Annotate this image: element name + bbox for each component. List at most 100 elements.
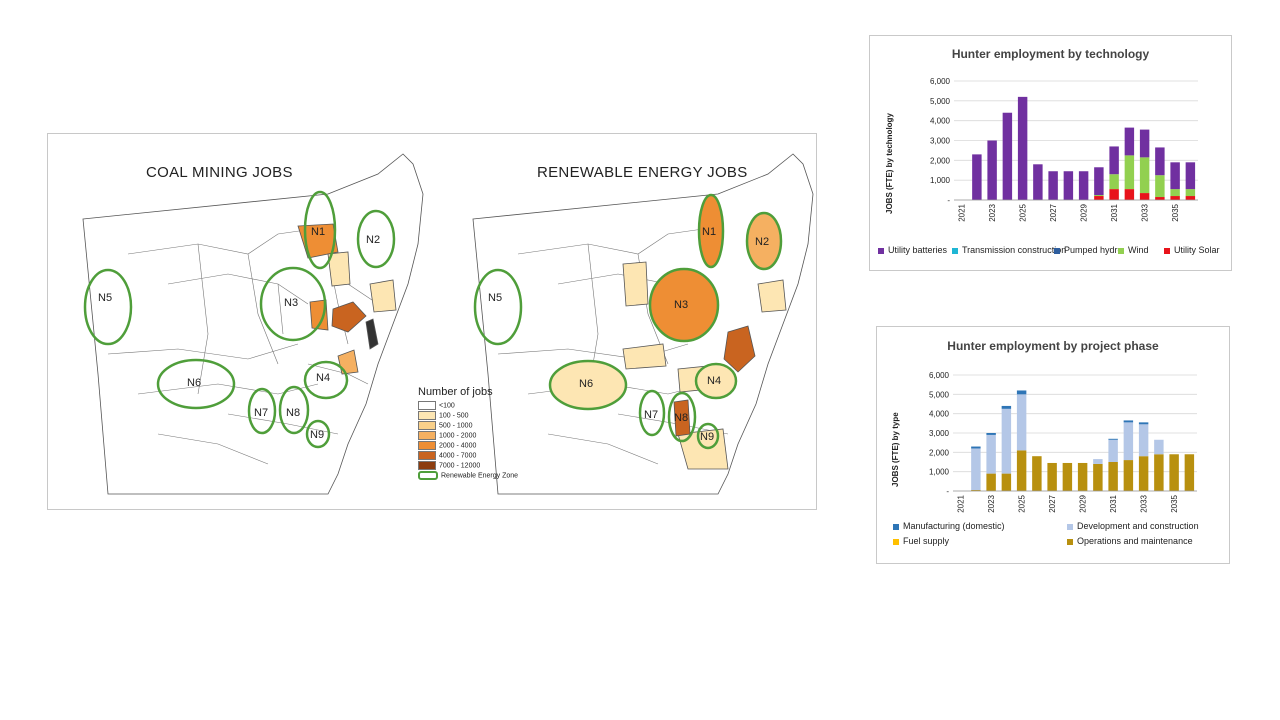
map-legend-swatch bbox=[418, 421, 436, 430]
coal-zone-n7 bbox=[247, 387, 277, 435]
map-legend-item: <100 bbox=[418, 401, 518, 411]
map-legend-label: 100 - 500 bbox=[439, 412, 469, 420]
renewable-region-coast bbox=[723, 325, 756, 373]
y-tick-label: 4,000 bbox=[930, 117, 951, 126]
coal-region-light1 bbox=[369, 279, 397, 313]
bar-segment bbox=[1154, 454, 1164, 491]
bar-segment bbox=[1093, 459, 1103, 464]
map-legend-label: 7000 - 12000 bbox=[439, 462, 481, 470]
x-tick-label: 2023 bbox=[987, 494, 996, 512]
x-tick-label: 2031 bbox=[1109, 494, 1118, 512]
map-legend-item: 2000 - 4000 bbox=[418, 441, 518, 451]
legend-item: Utility Solar bbox=[1164, 245, 1220, 255]
coal-region-coast bbox=[365, 318, 379, 350]
y-tick-label: - bbox=[946, 487, 949, 496]
phase-chart-title: Hunter employment by project phase bbox=[947, 339, 1159, 353]
coal-zone-label: N5 bbox=[98, 292, 112, 304]
coal-state-outline bbox=[82, 153, 424, 495]
coal-zone-n9 bbox=[305, 419, 331, 449]
renewable-zone-n3 bbox=[648, 267, 720, 343]
coal-map bbox=[82, 153, 424, 495]
bar-segment bbox=[1109, 146, 1119, 175]
renewable-map-title: RENEWABLE ENERGY JOBS bbox=[537, 164, 748, 181]
bar-segment bbox=[1184, 454, 1195, 491]
map-legend-swatch bbox=[418, 451, 436, 460]
bar-segment bbox=[1155, 175, 1165, 198]
legend-label: Operations and maintenance bbox=[1077, 536, 1193, 546]
bar-segment bbox=[1048, 171, 1058, 200]
x-tick-label: 2031 bbox=[1110, 203, 1119, 221]
bar-segment bbox=[1185, 162, 1196, 190]
y-tick-label: 5,000 bbox=[929, 390, 950, 399]
legend-swatch bbox=[1067, 538, 1073, 545]
coal-zone-n3 bbox=[259, 266, 327, 342]
bar-segment bbox=[987, 140, 997, 200]
coal-region-mid bbox=[331, 301, 367, 333]
renewable-zone-n7 bbox=[638, 389, 666, 437]
renewable-zone-label: N7 bbox=[644, 409, 658, 421]
renewable-zone-n2 bbox=[745, 211, 783, 271]
bar-segment bbox=[1032, 456, 1042, 491]
bar-segment bbox=[986, 433, 996, 435]
bar-segment bbox=[1047, 462, 1057, 491]
x-tick-label: 2027 bbox=[1048, 494, 1057, 512]
bar-segment bbox=[1077, 462, 1088, 491]
x-tick-label: 2029 bbox=[1079, 494, 1088, 512]
bar-segment bbox=[1169, 454, 1179, 491]
legend-swatch bbox=[893, 538, 899, 545]
bar-segment bbox=[1138, 422, 1149, 425]
coal-zone-n5 bbox=[83, 268, 133, 346]
legend-swatch bbox=[1118, 247, 1124, 254]
bar-segment bbox=[1108, 462, 1118, 491]
legend-item: Fuel supply bbox=[893, 536, 949, 546]
coal-zone-label: N7 bbox=[254, 407, 268, 419]
x-tick-label: 2023 bbox=[988, 203, 997, 221]
map-legend-swatch bbox=[418, 471, 438, 480]
bar-segment bbox=[1124, 189, 1135, 200]
renewable-zone-label: N8 bbox=[674, 412, 688, 424]
coal-zone-label: N1 bbox=[311, 226, 325, 238]
bar-segment bbox=[1155, 197, 1165, 200]
x-tick-label: 2035 bbox=[1170, 494, 1179, 512]
bar-segment bbox=[1138, 424, 1149, 457]
x-tick-label: 2021 bbox=[957, 494, 966, 512]
bar-segment bbox=[1185, 189, 1196, 197]
renewable-map bbox=[472, 153, 814, 495]
map-legend-label: 4000 - 7000 bbox=[439, 452, 477, 460]
renewable-zone-label: N5 bbox=[488, 292, 502, 304]
y-tick-label: 3,000 bbox=[930, 137, 951, 146]
y-tick-label: 2,000 bbox=[929, 448, 950, 457]
renewable-zone-n1 bbox=[697, 193, 725, 269]
bar-segment bbox=[1094, 167, 1104, 196]
x-tick-label: 2021 bbox=[958, 203, 967, 221]
jobs-map-panel: N1 N2 N3 N4 N5 N6 N7 N8 N9 bbox=[47, 133, 817, 510]
renewable-state-outline bbox=[472, 153, 814, 495]
legend-label: Fuel supply bbox=[903, 536, 950, 546]
legend-swatch bbox=[1164, 247, 1170, 254]
bar-segment bbox=[971, 448, 981, 491]
bar-segment bbox=[1170, 189, 1180, 197]
map-legend-swatch bbox=[418, 431, 436, 440]
map-legend-label: Renewable Energy Zone bbox=[441, 472, 519, 480]
coal-zone-label: N8 bbox=[286, 407, 300, 419]
bar-segment bbox=[1017, 96, 1028, 200]
map-legend-item: 100 - 500 bbox=[418, 411, 518, 421]
bar-segment bbox=[1123, 460, 1134, 491]
legend-swatch bbox=[952, 247, 958, 254]
legend-item: Wind bbox=[1118, 245, 1149, 255]
bar-segment bbox=[1154, 439, 1164, 455]
x-tick-label: 2033 bbox=[1140, 494, 1149, 512]
renewable-zone-label: N1 bbox=[702, 226, 716, 238]
phase-chart-svg: - 1,000 2,000 3,000 4,000 5,000 6,000 2021 2023 2… bbox=[929, 371, 1197, 513]
bar-segment bbox=[1094, 196, 1104, 200]
x-tick-label: 2027 bbox=[1049, 203, 1058, 221]
legend-label: Transmission construction bbox=[962, 245, 1067, 255]
bar-segment bbox=[1139, 129, 1150, 158]
map-legend-swatch bbox=[418, 411, 436, 420]
map-legend-label: 500 - 1000 bbox=[439, 422, 473, 430]
bar-segment bbox=[971, 446, 981, 449]
bar-segment bbox=[1016, 390, 1027, 395]
y-tick-label: 3,000 bbox=[929, 429, 950, 438]
technology-chart-svg: - 1,000 2,000 3,000 4,000 5,000 6,000 2021 2023 2… bbox=[930, 77, 1198, 222]
map-legend-item: 7000 - 12000 bbox=[418, 461, 518, 471]
